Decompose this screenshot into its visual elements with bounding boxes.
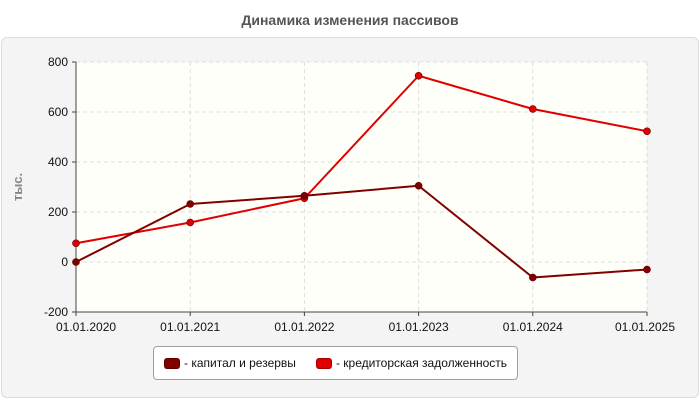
data-point-capital[interactable]	[186, 200, 194, 208]
plot-area-background	[76, 62, 647, 312]
data-point-payables[interactable]	[528, 105, 537, 113]
x-tick-label: 01.01.2022	[274, 320, 334, 334]
x-tick-label: 01.01.2024	[503, 320, 563, 334]
x-tick-label: 01.01.2021	[160, 320, 220, 334]
series-line-capital	[75, 184, 648, 279]
y-tick-label: 800	[48, 55, 68, 69]
y-tick-label: 0	[61, 255, 68, 269]
legend-label-payables: - кредиторская задолженность	[335, 356, 508, 370]
data-point-capital[interactable]	[528, 273, 537, 282]
series-line-payables	[75, 74, 648, 245]
y-tick-label: 200	[48, 205, 68, 219]
y-axis-label: тыс.	[10, 173, 25, 201]
data-point-capital[interactable]	[72, 258, 80, 266]
data-point-payables[interactable]	[414, 71, 423, 80]
data-point-payables[interactable]	[72, 239, 80, 248]
x-tick-label: 01.01.2023	[389, 320, 449, 334]
y-tick-labels: -200 0 200 400 600 800	[44, 55, 76, 319]
y-tick-label: 600	[48, 105, 68, 119]
data-point-capital[interactable]	[300, 191, 309, 200]
y-tick-label: 400	[48, 155, 68, 169]
data-point-capital[interactable]	[643, 265, 651, 274]
chart-legend: - капитал и резервы - кредиторская задол…	[153, 346, 519, 380]
legend-label-capital: - капитал и резервы	[184, 356, 296, 370]
legend-item-capital[interactable]: - капитал и резервы	[164, 356, 296, 370]
x-tick-label: 01.01.2025	[615, 320, 675, 334]
legend-swatch-capital	[164, 357, 180, 369]
x-tick-label: 01.01.2020	[56, 320, 116, 334]
chart-title: Динамика изменения пассивов	[241, 12, 459, 28]
y-tick-label: -200	[44, 305, 68, 319]
legend-item-payables[interactable]: - кредиторская задолженность	[315, 356, 508, 370]
axes	[75, 62, 647, 313]
data-point-capital[interactable]	[414, 181, 423, 190]
series-lines	[72, 71, 651, 282]
legend-swatch-payables	[315, 357, 332, 369]
x-tick-labels: 01.01.2020 01.01.2021 01.01.2022 01.01.2023…	[56, 312, 675, 334]
data-point-payables[interactable]	[643, 127, 651, 136]
data-point-payables[interactable]	[186, 218, 194, 227]
